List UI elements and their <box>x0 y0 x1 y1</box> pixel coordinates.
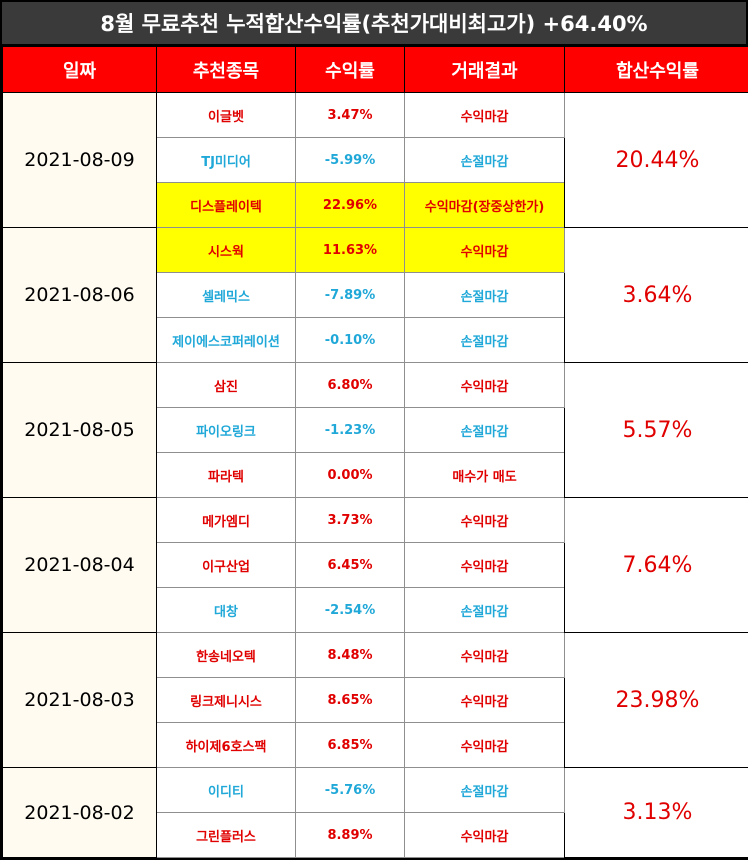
trade-result: 수익마감 <box>405 93 565 138</box>
recommend-date: 2021-08-06 <box>3 228 157 363</box>
recommend-date: 2021-08-05 <box>3 363 157 498</box>
return-rate: 8.48% <box>296 633 405 678</box>
stock-name: 하이제6호스팩 <box>157 723 296 768</box>
stock-name: 그린플러스 <box>157 813 296 858</box>
trade-result: 손절마감 <box>405 318 565 363</box>
stock-name: 셀레믹스 <box>157 273 296 318</box>
return-rate: 11.63% <box>296 228 405 273</box>
recommend-date: 2021-08-04 <box>3 498 157 633</box>
trade-result: 수익마감 <box>405 633 565 678</box>
stock-name: 대창 <box>157 588 296 633</box>
return-rate: 22.96% <box>296 183 405 228</box>
stock-name: 파이오링크 <box>157 408 296 453</box>
recommend-date: 2021-08-03 <box>3 633 157 768</box>
trade-result: 수익마감 <box>405 498 565 543</box>
group-total-return: 23.98% <box>565 633 748 768</box>
stock-name: 삼진 <box>157 363 296 408</box>
trade-result: 수익마감 <box>405 813 565 858</box>
group-total-return: 3.13% <box>565 768 748 858</box>
return-rate: 8.89% <box>296 813 405 858</box>
group-total-return: 5.57% <box>565 363 748 498</box>
return-rate: -7.89% <box>296 273 405 318</box>
header-result: 거래결과 <box>405 47 565 93</box>
return-rate: -5.76% <box>296 768 405 813</box>
group-total-return: 20.44% <box>565 93 748 228</box>
trade-result: 수익마감(장중상한가) <box>405 183 565 228</box>
header-date: 일짜 <box>3 47 157 93</box>
return-rate: 3.73% <box>296 498 405 543</box>
trade-result: 수익마감 <box>405 363 565 408</box>
recommend-date: 2021-08-02 <box>3 768 157 858</box>
trade-result: 수익마감 <box>405 228 565 273</box>
return-rate: 6.45% <box>296 543 405 588</box>
stock-name: 디스플레이텍 <box>157 183 296 228</box>
return-rate: 3.47% <box>296 93 405 138</box>
trade-result: 손절마감 <box>405 768 565 813</box>
stock-name: 링크제니시스 <box>157 678 296 723</box>
group-total-return: 7.64% <box>565 498 748 633</box>
trade-result: 손절마감 <box>405 138 565 183</box>
header-rate: 수익률 <box>296 47 405 93</box>
stock-name: 이글벳 <box>157 93 296 138</box>
stock-name: 한송네오텍 <box>157 633 296 678</box>
page-title: 8월 무료추천 누적합산수익률(추천가대비최고가) +64.40% <box>2 2 746 46</box>
header-row: 일짜 추천종목 수익률 거래결과 합산수익률 <box>3 47 748 93</box>
group-total-return: 3.64% <box>565 228 748 363</box>
return-rate: -1.23% <box>296 408 405 453</box>
trade-result: 손절마감 <box>405 408 565 453</box>
recommend-date: 2021-08-09 <box>3 93 157 228</box>
return-rate: -2.54% <box>296 588 405 633</box>
stock-name: 시스웍 <box>157 228 296 273</box>
stock-name: 제이에스코퍼레이션 <box>157 318 296 363</box>
stock-name: 이구산업 <box>157 543 296 588</box>
header-stock: 추천종목 <box>157 47 296 93</box>
trade-result: 수익마감 <box>405 678 565 723</box>
return-rate: 0.00% <box>296 453 405 498</box>
header-total: 합산수익률 <box>565 47 748 93</box>
trade-result: 수익마감 <box>405 723 565 768</box>
return-rate: 8.65% <box>296 678 405 723</box>
stock-name: 이디티 <box>157 768 296 813</box>
trade-result: 손절마감 <box>405 588 565 633</box>
trade-result: 손절마감 <box>405 273 565 318</box>
return-rate: 6.80% <box>296 363 405 408</box>
trade-result: 매수가 매도 <box>405 453 565 498</box>
return-rate: 6.85% <box>296 723 405 768</box>
stock-name: 파라텍 <box>157 453 296 498</box>
stock-name: TJ미디어 <box>157 138 296 183</box>
return-rate: -5.99% <box>296 138 405 183</box>
stock-name: 메가엠디 <box>157 498 296 543</box>
return-rate: -0.10% <box>296 318 405 363</box>
trade-result: 수익마감 <box>405 543 565 588</box>
